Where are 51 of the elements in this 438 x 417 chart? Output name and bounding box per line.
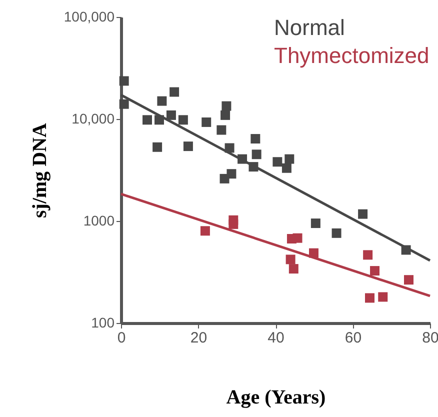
point	[288, 264, 298, 274]
y-tick-label: 100,000	[64, 8, 115, 24]
point	[252, 150, 262, 160]
point	[272, 157, 282, 167]
point	[404, 275, 414, 285]
x-tick-label: 40	[268, 330, 284, 346]
point	[365, 293, 374, 303]
point	[178, 115, 188, 125]
y-tick-label: 100	[91, 314, 115, 330]
point	[284, 154, 294, 164]
point	[363, 250, 373, 260]
point	[401, 245, 411, 255]
y-tick-label: 10,000	[72, 110, 115, 126]
text: Thymectomized	[274, 43, 430, 68]
x-tick-label: 20	[190, 330, 208, 346]
point	[220, 110, 230, 120]
y-tick-label: 1000	[83, 212, 115, 228]
point	[119, 76, 129, 86]
point	[142, 115, 152, 125]
x-tick-label: 0	[117, 330, 126, 346]
point	[157, 96, 167, 106]
x-tick-label: 80	[422, 330, 438, 346]
point	[154, 115, 164, 125]
point	[238, 154, 248, 164]
point	[332, 228, 342, 238]
x-axis-title: Age (Years)	[226, 386, 326, 408]
point	[216, 125, 226, 135]
point	[200, 226, 210, 236]
point	[166, 110, 176, 120]
point	[228, 219, 238, 229]
point	[378, 292, 388, 302]
point	[292, 233, 302, 243]
point	[250, 134, 260, 144]
point	[358, 209, 368, 219]
x-tick-label: 60	[344, 330, 362, 346]
point	[170, 87, 180, 97]
point	[248, 162, 258, 172]
point	[224, 143, 234, 153]
point	[222, 101, 232, 111]
point	[308, 248, 318, 258]
text: Normal	[274, 15, 345, 40]
point	[282, 163, 292, 173]
point	[370, 266, 380, 276]
point	[202, 117, 212, 127]
point	[310, 218, 320, 228]
y-axis-title: sj/mg DNA	[28, 122, 51, 218]
point	[286, 254, 296, 264]
point	[183, 142, 193, 152]
point	[152, 142, 162, 152]
point	[226, 169, 236, 179]
point	[119, 99, 129, 109]
